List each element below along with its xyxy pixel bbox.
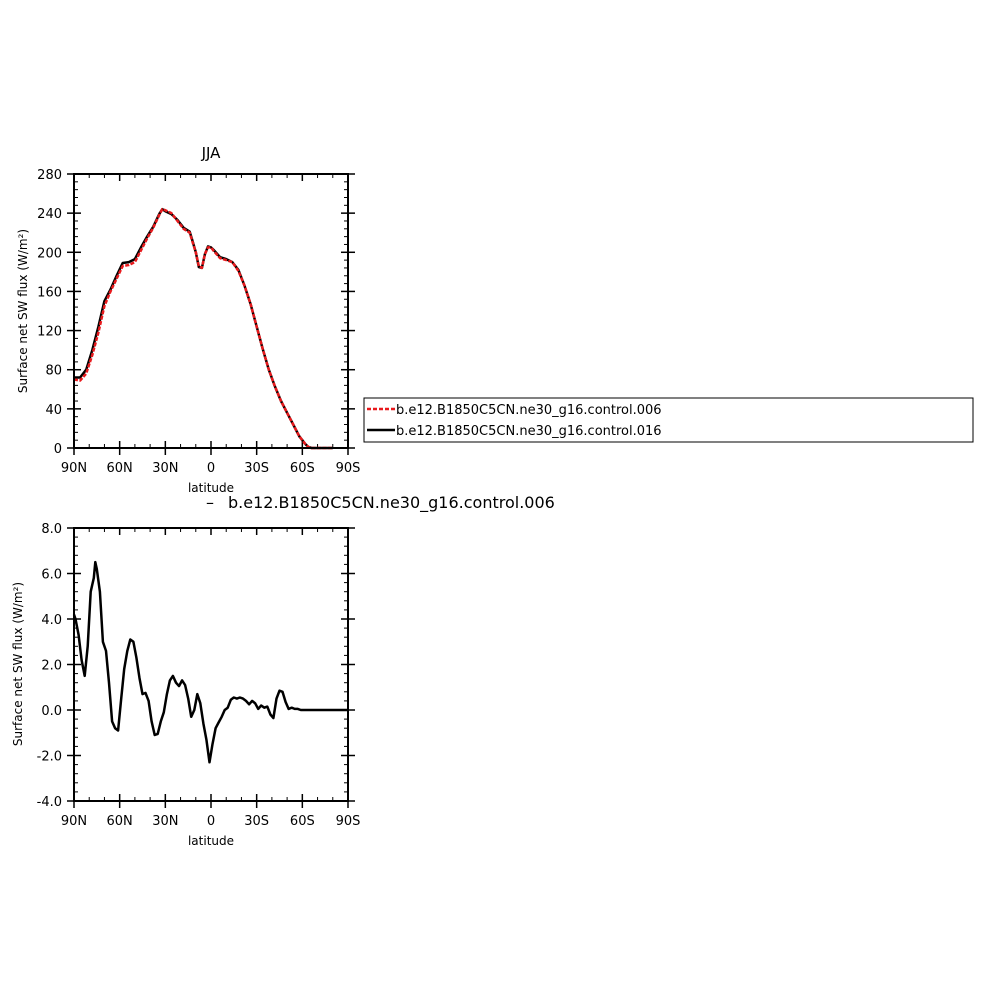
x-tick-label: 0 <box>207 814 215 829</box>
x-tick-label: 90N <box>61 814 87 829</box>
x-tick-label: 90N <box>61 461 87 476</box>
y-tick-label: 0 <box>54 442 62 457</box>
bottom-chart-xlabel: latitude <box>188 834 234 848</box>
y-tick-label: 280 <box>37 168 62 183</box>
bottom-chart-ylabel: Surface net SW flux (W/m²) <box>11 582 25 746</box>
y-tick-label: 240 <box>37 207 62 222</box>
x-tick-label: 60S <box>290 461 315 476</box>
series-line-2 <box>74 207 333 450</box>
bottom-chart-title-prefix: – <box>206 493 214 512</box>
series-line-1 <box>72 560 348 764</box>
y-tick-label: -4.0 <box>37 795 62 810</box>
x-tick-label: 0 <box>207 461 215 476</box>
legend-box <box>363 397 974 443</box>
x-tick-label: 90S <box>336 461 361 476</box>
x-tick-label: 30S <box>244 814 269 829</box>
y-tick-label: 160 <box>37 285 62 300</box>
legend: b.e12.B1850C5CN.ne30_g16.control.006 b.e… <box>363 397 974 443</box>
x-tick-label: 30N <box>152 814 178 829</box>
series-line-1 <box>73 207 333 450</box>
bottom-chart-title: b.e12.B1850C5CN.ne30_g16.control.006 <box>228 493 555 513</box>
y-tick-label: 40 <box>45 403 62 418</box>
x-tick-label: 60S <box>290 814 315 829</box>
top-chart-ylabel: Surface net SW flux (W/m²) <box>16 229 30 393</box>
top-chart-lines <box>73 207 333 450</box>
legend-label-series-1: b.e12.B1850C5CN.ne30_g16.control.006 <box>396 403 662 418</box>
y-tick-label: 80 <box>45 364 62 379</box>
top-chart: JJA 90N 60N 30N 0 30S 60S 90S 0 40 80 120 160 200 240… <box>16 144 360 495</box>
y-tick-label: 8.0 <box>41 522 62 537</box>
x-tick-label: 90S <box>336 814 361 829</box>
top-chart-title: JJA <box>201 144 222 162</box>
top-chart-xlabel: latitude <box>188 481 234 495</box>
legend-label-series-2: b.e12.B1850C5CN.ne30_g16.control.016 <box>396 424 662 439</box>
x-tick-label: 60N <box>107 814 133 829</box>
x-tick-label: 30N <box>152 461 178 476</box>
x-tick-label: 30S <box>244 461 269 476</box>
y-tick-label: 2.0 <box>41 659 62 674</box>
y-tick-label: 200 <box>37 246 62 261</box>
top-chart-ticks: 90N 60N 30N 0 30S 60S 90S 0 40 80 120 160 200 240 280 <box>37 168 360 476</box>
bottom-chart: – b.e12.B1850C5CN.ne30_g16.control.006 9… <box>11 493 555 848</box>
y-tick-label: 4.0 <box>41 613 62 628</box>
bottom-chart-lines <box>72 560 348 764</box>
y-tick-label: 0.0 <box>41 704 62 719</box>
top-chart-plot-frame <box>73 173 349 449</box>
x-tick-label: 60N <box>107 461 133 476</box>
bottom-chart-plot-frame <box>73 527 349 802</box>
y-tick-label: 6.0 <box>41 568 62 583</box>
y-tick-label: -2.0 <box>37 750 62 765</box>
y-tick-label: 120 <box>37 325 62 340</box>
